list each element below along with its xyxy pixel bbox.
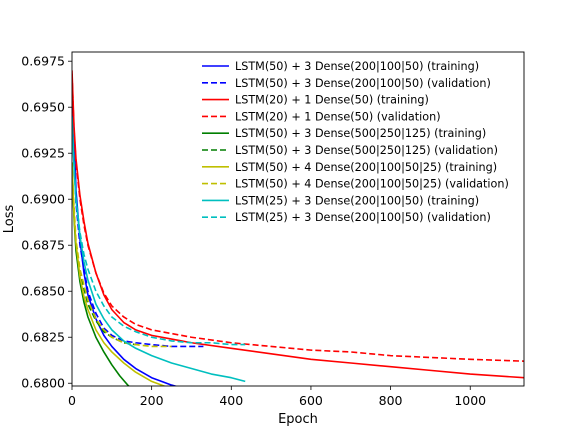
- y-tick-label: 0.6875: [21, 238, 65, 253]
- series-line-4: [72, 74, 524, 362]
- legend: LSTM(50) + 3 Dense(200|100|50) (training…: [202, 60, 509, 224]
- y-tick-label: 0.6850: [21, 284, 65, 299]
- legend-label: LSTM(50) + 3 Dense(500|250|125) (validat…: [235, 144, 498, 157]
- legend-label: LSTM(50) + 4 Dense(200|100|50|25) (valid…: [235, 178, 509, 191]
- series-line-10: [72, 125, 246, 346]
- legend-label: LSTM(25) + 3 Dense(200|100|50) (validati…: [235, 211, 491, 224]
- y-tick-label: 0.6925: [21, 146, 65, 161]
- series-line-5: [72, 162, 130, 386]
- series-line-7: [72, 162, 167, 386]
- x-tick-label: 800: [379, 393, 403, 408]
- y-tick-label: 0.6800: [21, 376, 65, 391]
- legend-label: LSTM(50) + 3 Dense(500|250|125) (trainin…: [235, 127, 486, 140]
- y-tick-label: 0.6950: [21, 100, 65, 115]
- legend-label: LSTM(50) + 4 Dense(200|100|50|25) (train…: [235, 161, 497, 174]
- x-tick-label: 200: [140, 393, 164, 408]
- x-axis: 0 200 400 600 800 1000: [68, 386, 486, 408]
- y-tick-label: 0.6825: [21, 330, 65, 345]
- x-tick-label: 1000: [454, 393, 486, 408]
- y-axis-label: Loss: [2, 205, 17, 234]
- y-tick-label: 0.6975: [21, 54, 65, 69]
- series-line-8: [72, 171, 172, 348]
- x-tick-label: 0: [68, 393, 76, 408]
- y-axis: 0.6800 0.6825 0.6850 0.6875 0.6900 0.6925 0.69…: [21, 54, 72, 391]
- x-tick-label: 600: [299, 393, 323, 408]
- series-line-9: [72, 116, 246, 383]
- y-tick-label: 0.6900: [21, 192, 65, 207]
- x-axis-label: Epoch: [278, 412, 318, 427]
- legend-label: LSTM(50) + 3 Dense(200|100|50) (validati…: [235, 77, 491, 90]
- x-tick-label: 400: [219, 393, 243, 408]
- legend-label: LSTM(20) + 1 Dense(50) (training): [235, 94, 429, 107]
- plot-frame: [71, 51, 525, 387]
- legend-label: LSTM(25) + 3 Dense(200|100|50) (training…: [235, 194, 479, 207]
- legend-label: LSTM(50) + 3 Dense(200|100|50) (training…: [235, 60, 479, 73]
- series-line-3: [72, 70, 524, 379]
- series-layer: [72, 70, 524, 386]
- legend-label: LSTM(20) + 1 Dense(50) (validation): [235, 110, 441, 123]
